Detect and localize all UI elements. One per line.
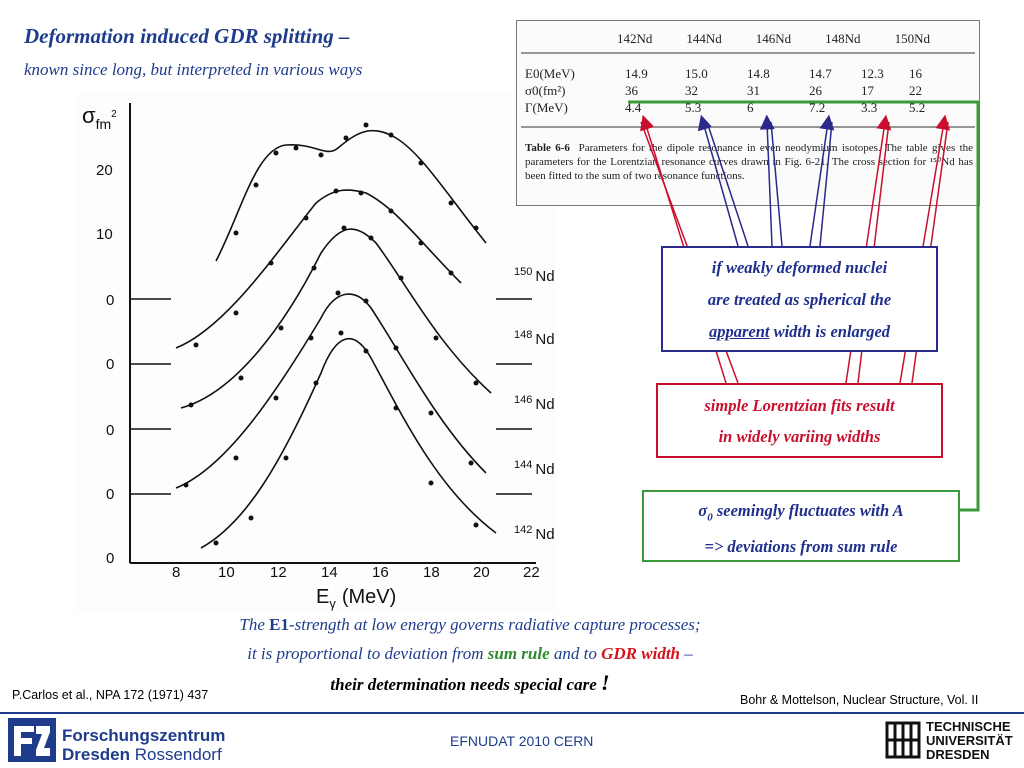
- table-caption-text: Parameters for the dipole resonance in e…: [525, 142, 974, 182]
- y-tick: 0: [106, 422, 114, 439]
- box-green-line1: σ0 seemingly fluctuates with A: [698, 501, 904, 524]
- tu-dresden-logo-icon: [885, 721, 921, 759]
- x-tick: 8: [172, 564, 180, 581]
- table-cell: 16: [909, 66, 922, 81]
- x-tick: 14: [321, 564, 338, 581]
- curve-142nd: [200, 338, 497, 549]
- table-cell: 14.7: [809, 66, 832, 81]
- x-tick: 18: [423, 564, 440, 581]
- table-cell: 5.3: [685, 100, 702, 115]
- fzd-logo-icon: [8, 718, 56, 762]
- annotation-box-lorentzian: simple Lorentzian fits result in widely …: [656, 383, 943, 458]
- table-row-label: Γ(MeV): [525, 100, 568, 115]
- table-caption: Table 6-6 Parameters for the dipole reso…: [525, 141, 973, 183]
- slide-title: Deformation induced GDR splitting –: [24, 24, 350, 48]
- caption-line3: their determination needs special care !: [330, 670, 610, 695]
- y-tick: 0: [106, 292, 114, 309]
- box-red-line2: in widely variing widths: [718, 427, 881, 446]
- table-cell: 15.0: [685, 66, 708, 81]
- tu-dresden-logo-text: TECHNISCHE UNIVERSITÄT DRESDEN: [926, 719, 1013, 762]
- caption-line2: it is proportional to deviation from sum…: [247, 644, 693, 663]
- box-blue-line1: if weakly deformed nuclei: [711, 258, 888, 277]
- y-ticks: 20 10 0 0 0 0 0: [96, 162, 114, 567]
- table-cell: 22: [909, 83, 922, 98]
- table-cell: 32: [685, 83, 698, 98]
- table-row-label: E0(MeV): [525, 66, 575, 81]
- y-tick: 0: [106, 486, 114, 503]
- fzd-logo-line2: Dresden Rossendorf: [62, 745, 222, 764]
- y-tick: 0: [106, 550, 114, 567]
- table-body: E0(MeV) 14.9 15.0 14.8 14.7 12.3 16 σ0(f…: [525, 65, 925, 116]
- footer-event: EFNUDAT 2010 CERN: [450, 733, 594, 749]
- data-points: [183, 122, 479, 546]
- box-green-line2: => deviations from sum rule: [704, 537, 898, 557]
- box-blue-line2: are treated as spherical the: [707, 290, 892, 309]
- x-tick: 12: [270, 564, 287, 581]
- table-header: 150Nd: [894, 31, 930, 46]
- table-cell: 3.3: [861, 100, 878, 115]
- apparent-word: apparent: [708, 322, 770, 341]
- table-cell: 12.3: [861, 66, 884, 81]
- slide-subtitle: known since long, but interpreted in var…: [24, 60, 363, 79]
- y-tick: 20: [96, 162, 113, 179]
- table-header: 144Nd: [686, 31, 722, 46]
- fzd-logo-line1: Forschungszentrum: [62, 726, 226, 745]
- table-cell: 36: [625, 83, 638, 98]
- table-header: 146Nd: [755, 31, 792, 46]
- citation-left: P.Carlos et al., NPA 172 (1971) 437: [12, 688, 209, 702]
- box-blue-line3: apparent width is enlarged: [708, 322, 891, 341]
- curve-144nd: [175, 293, 487, 489]
- x-tick: 22: [523, 564, 540, 581]
- table-cell: 14.8: [747, 66, 770, 81]
- x-tick: 20: [473, 564, 490, 581]
- table-cell: 5.2: [909, 100, 926, 115]
- plot-ylabel: σfm2: [82, 103, 117, 132]
- isotope-label: 150 Nd: [514, 266, 555, 285]
- caption-line1: The E1-strength at low energy governs ra…: [239, 615, 701, 634]
- table-cell: 26: [809, 83, 822, 98]
- y-tick: 10: [96, 226, 113, 243]
- y-tick: 0: [106, 356, 114, 373]
- x-tick: 16: [372, 564, 389, 581]
- table-cell: 14.9: [625, 66, 648, 81]
- isotope-label: 142 Nd: [514, 524, 555, 543]
- table-cell: 4.4: [625, 100, 642, 115]
- table-cell: 7.2: [809, 100, 826, 115]
- table-cell: 6: [747, 100, 754, 115]
- plot-xlabel: Eγ (MeV): [316, 586, 396, 611]
- table-6-6: 142Nd 144Nd 146Nd 148Nd 150Nd E0(MeV) 14…: [516, 20, 980, 206]
- x-tick: 10: [218, 564, 235, 581]
- gdr-plot: σfm2 20 10 0 0 0 0 0 8 10 12 14 16 18 20…: [76, 93, 556, 613]
- slide-caption: The E1-strength at low energy governs ra…: [60, 610, 880, 699]
- table-row: σ0(fm²) 36 32 31 26 17 22: [525, 82, 925, 99]
- table-header: 142Nd: [617, 31, 653, 46]
- footer-divider: [0, 712, 1024, 714]
- citation-right: Bohr & Mottelson, Nuclear Structure, Vol…: [740, 693, 979, 707]
- isotope-label: 146 Nd: [514, 394, 555, 413]
- curve-150nd: [215, 129, 487, 262]
- table-caption-label: Table 6-6: [525, 142, 570, 154]
- x-ticks: 8 10 12 14 16 18 20 22: [172, 564, 540, 581]
- table-cell: 17: [861, 83, 874, 98]
- table-header: 148Nd: [825, 31, 861, 46]
- isotope-label: 148 Nd: [514, 329, 555, 348]
- box-red-line1: simple Lorentzian fits result: [704, 396, 895, 415]
- table-cell: 31: [747, 83, 760, 98]
- table-row-label: σ0(fm²): [525, 83, 566, 98]
- annotation-box-apparent-width: if weakly deformed nuclei are treated as…: [661, 246, 938, 352]
- table-row: E0(MeV) 14.9 15.0 14.8 14.7 12.3 16: [525, 65, 925, 82]
- table-header-row: 142Nd 144Nd 146Nd 148Nd 150Nd: [617, 31, 930, 47]
- table-row: Γ(MeV) 4.4 5.3 6 7.2 3.3 5.2: [525, 99, 925, 116]
- annotation-box-sum-rule: σ0 seemingly fluctuates with A => deviat…: [642, 490, 960, 562]
- isotope-label: 144 Nd: [514, 459, 555, 478]
- curve-148nd: [175, 189, 462, 349]
- isotope-labels: 150 Nd 148 Nd 146 Nd 144 Nd 142 Nd: [514, 266, 555, 543]
